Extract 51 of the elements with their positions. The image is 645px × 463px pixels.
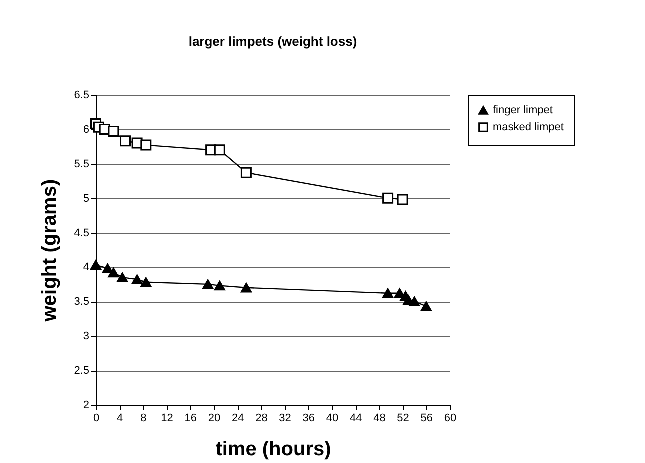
point bbox=[420, 302, 432, 312]
x-tick-label: 60 bbox=[444, 412, 457, 424]
y-tick-label: 5.5 bbox=[74, 158, 90, 170]
y-axis-title: weight (grams) bbox=[39, 179, 62, 323]
x-tick-label: 8 bbox=[140, 412, 147, 424]
point bbox=[409, 296, 420, 307]
point bbox=[117, 272, 128, 282]
x-tick-label: 56 bbox=[420, 412, 434, 424]
legend-label: masked limpet bbox=[493, 122, 564, 134]
y-tick-label: 6 bbox=[83, 124, 90, 136]
x-tick-label: 36 bbox=[302, 412, 316, 424]
point bbox=[240, 283, 252, 293]
point bbox=[120, 136, 131, 147]
point bbox=[90, 260, 102, 270]
y-tick-label: 2 bbox=[83, 400, 90, 412]
x-tick-label: 48 bbox=[374, 412, 386, 424]
x-tick-label: 20 bbox=[208, 412, 221, 424]
point bbox=[382, 192, 394, 204]
x-tick-label: 40 bbox=[326, 412, 339, 424]
x-tick-label: 12 bbox=[161, 412, 174, 424]
point bbox=[382, 288, 394, 298]
x-tick-label: 52 bbox=[397, 412, 410, 424]
point bbox=[132, 274, 143, 284]
y-tick-label: 4.5 bbox=[74, 227, 90, 240]
point bbox=[214, 144, 226, 156]
chart-title: larger limpets (weight loss) bbox=[188, 34, 358, 49]
y-tick-label: 4 bbox=[83, 262, 90, 274]
y-tick-label: 2.5 bbox=[74, 365, 90, 378]
y-tick-label: 3.5 bbox=[74, 296, 90, 308]
point bbox=[108, 126, 120, 138]
x-tick-label: 44 bbox=[350, 412, 362, 424]
legend-label: finger limpet bbox=[493, 104, 553, 116]
x-tick-label: 24 bbox=[232, 412, 244, 424]
x-tick-label: 28 bbox=[256, 412, 268, 424]
point bbox=[214, 280, 226, 291]
x-tick-label: 0 bbox=[93, 412, 100, 424]
point bbox=[102, 264, 114, 274]
point bbox=[394, 288, 406, 298]
x-tick-label: 4 bbox=[117, 412, 124, 424]
x-tick-label: 32 bbox=[279, 412, 292, 424]
x-tick-label: 16 bbox=[184, 412, 198, 424]
point bbox=[202, 280, 214, 290]
point bbox=[140, 140, 152, 151]
point bbox=[108, 268, 120, 278]
y-tick-label: 3 bbox=[83, 330, 90, 343]
y-tick-label: 6.5 bbox=[74, 90, 90, 102]
point bbox=[140, 278, 152, 288]
point bbox=[397, 194, 408, 206]
x-axis-title: time (hours) bbox=[216, 438, 332, 460]
y-tick-label: 5 bbox=[83, 192, 90, 205]
point bbox=[240, 167, 252, 178]
